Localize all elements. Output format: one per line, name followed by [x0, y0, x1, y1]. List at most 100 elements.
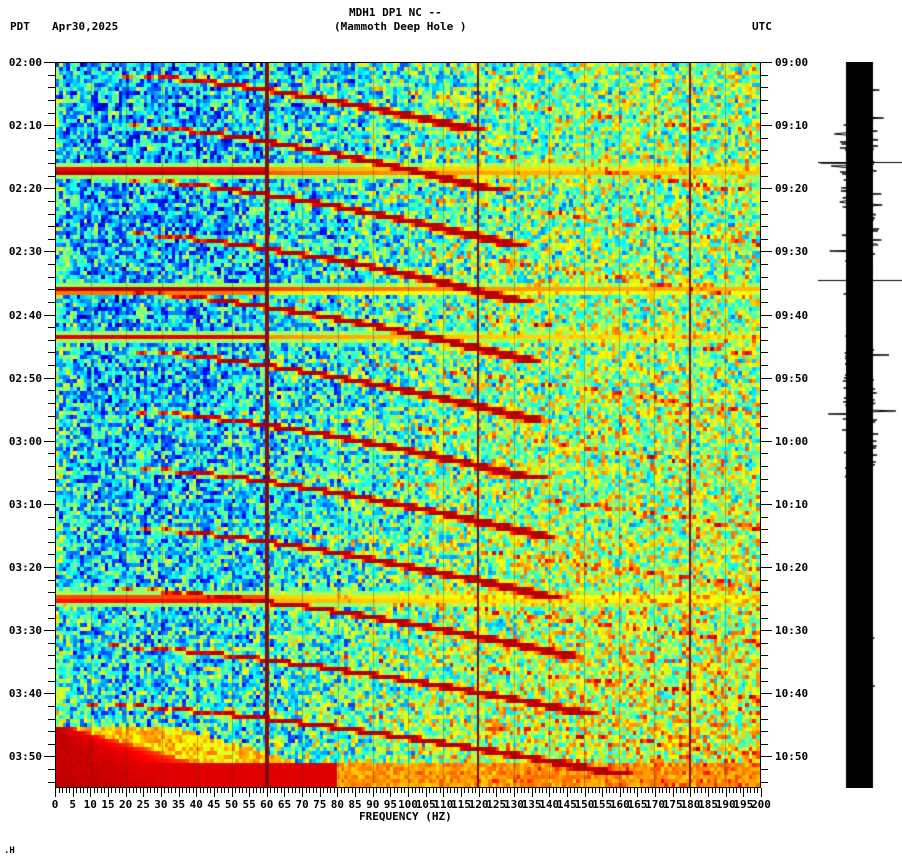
freq-tick-minor	[97, 788, 98, 793]
freq-tick-minor	[736, 788, 737, 793]
freq-tick-major	[620, 788, 621, 797]
time-tick-minor	[761, 365, 768, 366]
time-tick-minor	[48, 592, 55, 593]
time-tick-major	[44, 315, 55, 316]
time-label-pdt: 03:40	[8, 687, 42, 700]
freq-tick-minor	[747, 788, 748, 793]
freq-tick-minor	[235, 788, 236, 793]
freq-tick-minor	[66, 788, 67, 793]
freq-axis-tick-label: 75	[313, 798, 327, 811]
time-label-utc: 10:10	[775, 498, 809, 511]
freq-tick-minor	[299, 788, 300, 793]
freq-tick-minor	[323, 788, 324, 793]
time-tick-minor	[48, 782, 55, 783]
freq-tick-major	[532, 788, 533, 797]
freq-tick-minor	[433, 788, 434, 793]
freq-tick-minor	[217, 788, 218, 793]
freq-tick-major	[443, 788, 444, 797]
time-tick-minor	[761, 113, 768, 114]
spectrogram-plot-area[interactable]	[55, 62, 761, 788]
freq-tick-minor	[341, 788, 342, 793]
freq-tick-minor	[627, 788, 628, 793]
header-date: Apr30,2025	[52, 20, 119, 33]
freq-tick-major	[55, 788, 56, 797]
seismogram-trace-panel[interactable]	[818, 62, 902, 788]
freq-tick-minor	[83, 788, 84, 793]
freq-tick-major	[514, 788, 515, 797]
freq-tick-minor	[203, 788, 204, 793]
freq-tick-major	[743, 788, 744, 797]
freq-tick-minor	[348, 788, 349, 793]
freq-tick-minor	[429, 788, 430, 793]
freq-tick-minor	[740, 788, 741, 793]
freq-tick-minor	[521, 788, 522, 793]
freq-tick-minor	[440, 788, 441, 793]
freq-axis-tick-label: 135	[521, 798, 542, 811]
seismogram-waveform[interactable]	[818, 62, 902, 788]
freq-tick-minor	[609, 788, 610, 793]
freq-tick-minor	[104, 788, 105, 793]
time-tick-major	[44, 567, 55, 568]
time-tick-major	[761, 756, 772, 757]
freq-tick-minor	[694, 788, 695, 793]
time-tick-minor	[761, 719, 768, 720]
freq-tick-major	[496, 788, 497, 797]
time-tick-minor	[761, 138, 768, 139]
spectrogram-image[interactable]	[56, 63, 760, 787]
freq-tick-major	[179, 788, 180, 797]
freq-tick-minor	[186, 788, 187, 793]
time-tick-major	[44, 441, 55, 442]
freq-tick-minor	[652, 788, 653, 793]
freq-axis-tick-label: 150	[574, 798, 595, 811]
freq-tick-minor	[560, 788, 561, 793]
time-tick-major	[761, 693, 772, 694]
freq-tick-major	[408, 788, 409, 797]
time-label-utc: 09:10	[775, 119, 809, 132]
freq-tick-minor	[62, 788, 63, 793]
time-label-pdt: 02:20	[8, 182, 42, 195]
freq-tick-minor	[683, 788, 684, 793]
time-tick-minor	[48, 529, 55, 530]
freq-tick-minor	[352, 788, 353, 793]
time-label-utc: 09:30	[775, 245, 809, 258]
freq-tick-minor	[207, 788, 208, 793]
freq-tick-minor	[507, 788, 508, 793]
time-tick-minor	[761, 428, 768, 429]
time-tick-minor	[761, 340, 768, 341]
frequency-axis-title: FREQUENCY (HZ)	[359, 810, 452, 823]
freq-tick-minor	[168, 788, 169, 793]
freq-axis-tick-label: 65	[277, 798, 292, 811]
freq-tick-major	[161, 788, 162, 797]
time-tick-major	[44, 378, 55, 379]
time-tick-minor	[48, 289, 55, 290]
freq-tick-minor	[623, 788, 624, 793]
freq-tick-major	[390, 788, 391, 797]
time-tick-minor	[48, 403, 55, 404]
freq-tick-minor	[454, 788, 455, 793]
freq-tick-minor	[295, 788, 296, 793]
freq-tick-minor	[546, 788, 547, 793]
freq-tick-minor	[447, 788, 448, 793]
freq-tick-major	[761, 788, 762, 797]
freq-tick-major	[126, 788, 127, 797]
freq-axis-tick-label: 200	[751, 798, 771, 811]
freq-tick-minor	[239, 788, 240, 793]
freq-tick-major	[108, 788, 109, 797]
time-tick-major	[761, 188, 772, 189]
freq-tick-major	[249, 788, 250, 797]
freq-tick-major	[302, 788, 303, 797]
freq-tick-minor	[712, 788, 713, 793]
freq-tick-major	[690, 788, 691, 797]
time-tick-minor	[761, 706, 768, 707]
freq-tick-major	[673, 788, 674, 797]
time-tick-minor	[48, 277, 55, 278]
freq-axis-tick-label: 170	[645, 798, 666, 811]
freq-tick-minor	[715, 788, 716, 793]
freq-tick-minor	[387, 788, 388, 793]
time-tick-minor	[761, 580, 768, 581]
time-tick-major	[44, 188, 55, 189]
freq-tick-minor	[115, 788, 116, 793]
freq-tick-minor	[553, 788, 554, 793]
freq-tick-minor	[157, 788, 158, 793]
time-tick-minor	[761, 668, 768, 669]
